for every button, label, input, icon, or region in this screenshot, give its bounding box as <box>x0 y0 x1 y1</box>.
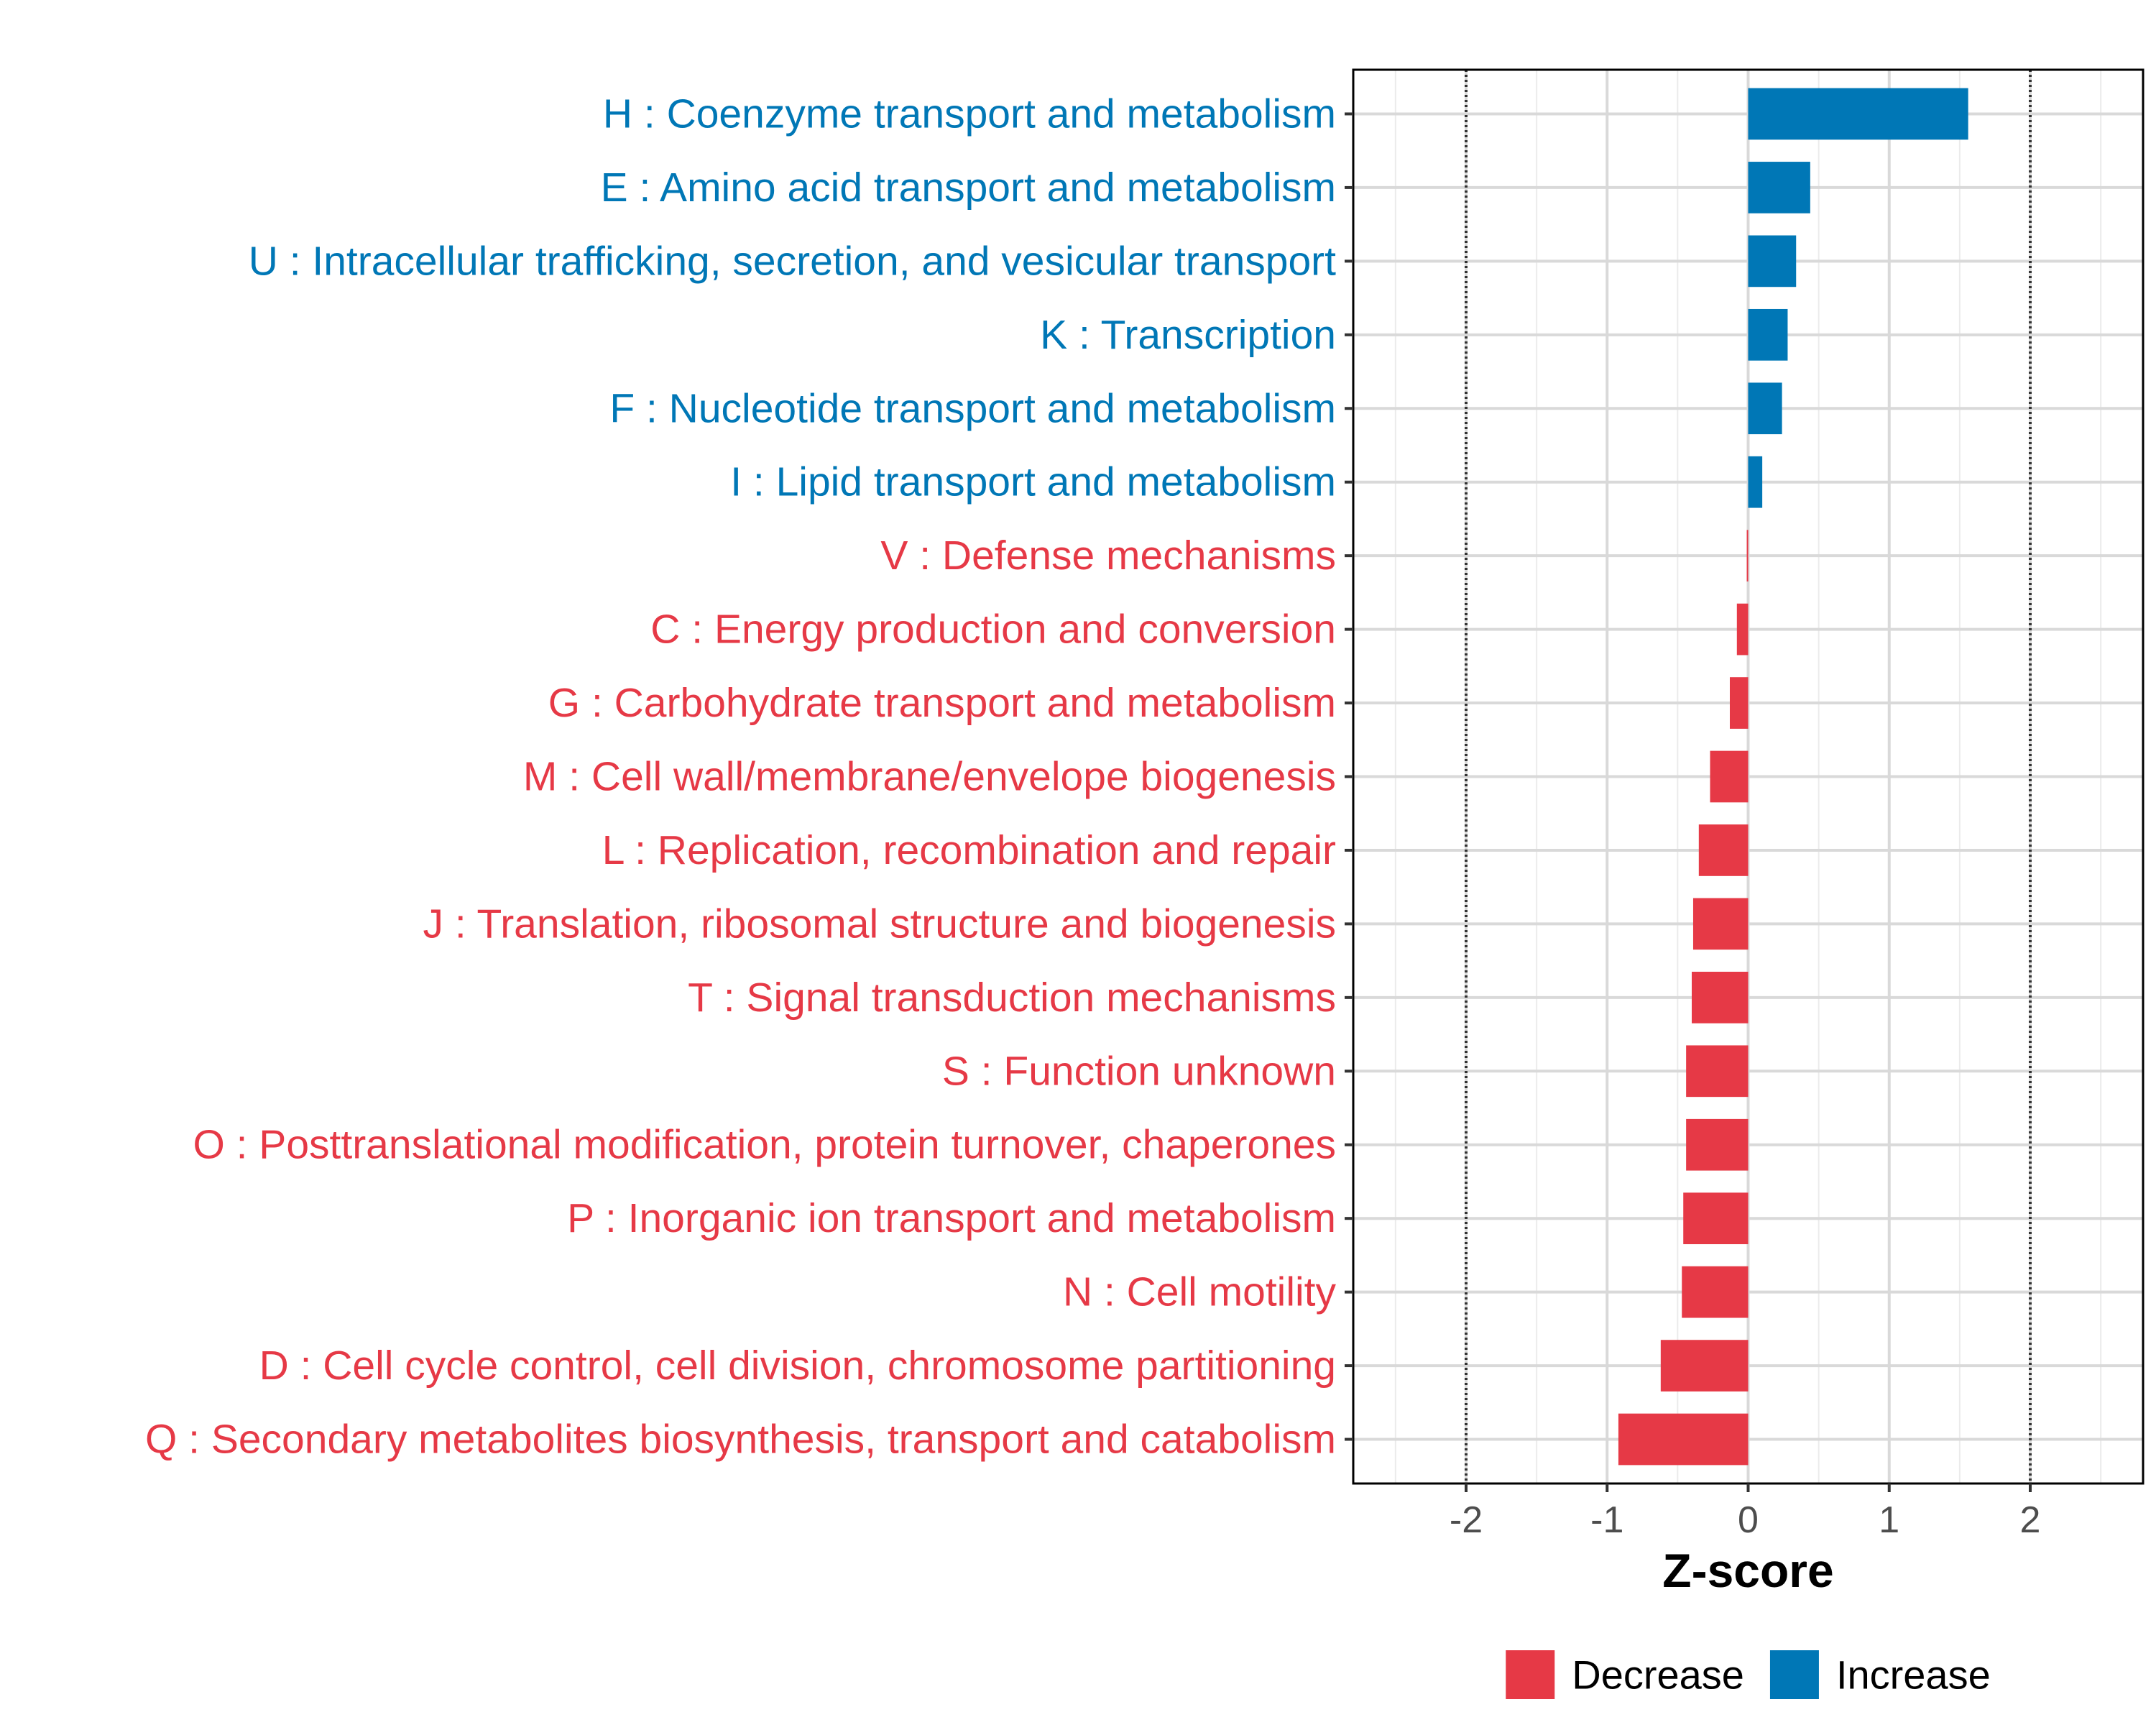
category-label: V : Defense mechanisms <box>880 533 1336 579</box>
category-label: C : Energy production and conversion <box>650 607 1336 653</box>
bar <box>1736 603 1749 656</box>
category-label: E : Amino acid transport and metabolism <box>601 165 1336 211</box>
category-label: L : Replication, recombination and repai… <box>602 827 1336 873</box>
legend: Decrease Increase <box>1506 1650 1991 1699</box>
bar <box>1692 971 1749 1024</box>
category-label: P : Inorganic ion transport and metaboli… <box>567 1195 1336 1241</box>
category-label: G : Carbohydrate transport and metabolis… <box>548 680 1336 726</box>
category-label: F : Nucleotide transport and metabolism <box>609 385 1336 431</box>
legend-swatch-increase <box>1769 1650 1819 1699</box>
category-label: K : Transcription <box>1040 312 1336 358</box>
bar <box>1618 1413 1749 1466</box>
bar <box>1710 750 1749 803</box>
x-tick-label: -1 <box>1590 1499 1623 1541</box>
category-label: N : Cell motility <box>1063 1269 1337 1315</box>
bar <box>1748 308 1788 361</box>
bar <box>1686 1118 1749 1171</box>
bar <box>1698 824 1749 876</box>
bar <box>1746 530 1749 582</box>
category-label: T : Signal transduction mechanisms <box>688 975 1336 1021</box>
category-label: U : Intracellular trafficking, secretion… <box>249 238 1336 284</box>
bar <box>1660 1340 1749 1392</box>
bar <box>1682 1266 1749 1318</box>
bar <box>1683 1192 1749 1245</box>
x-tick-label: -2 <box>1450 1499 1483 1541</box>
reference-lines <box>1465 70 2032 1484</box>
category-label: M : Cell wall/membrane/envelope biogenes… <box>523 754 1336 800</box>
category-labels: H : Coenzyme transport and metabolism E :… <box>145 91 1337 1462</box>
category-label: Q : Secondary metabolites biosynthesis, … <box>145 1417 1336 1463</box>
bar <box>1686 1045 1749 1098</box>
category-label: O : Posttranslational modification, prot… <box>193 1122 1336 1168</box>
x-tick-label: 1 <box>1879 1499 1899 1541</box>
bar <box>1748 235 1797 288</box>
category-label: I : Lipid transport and metabolism <box>730 459 1336 505</box>
x-axis-ticks: -2 -1 0 1 2 <box>1450 1484 2041 1541</box>
bar <box>1748 456 1763 508</box>
x-tick-label: 2 <box>2020 1499 2041 1541</box>
bar <box>1748 88 1968 140</box>
category-label: J : Translation, ribosomal structure and… <box>423 901 1336 947</box>
bar <box>1748 162 1810 213</box>
x-axis-title: Z-score <box>1662 1544 1833 1597</box>
legend-swatch-decrease <box>1506 1650 1555 1699</box>
category-label: H : Coenzyme transport and metabolism <box>603 91 1336 137</box>
legend-label-increase: Increase <box>1836 1652 1991 1698</box>
x-tick-label: 0 <box>1738 1499 1759 1541</box>
bar <box>1748 382 1782 435</box>
category-label: D : Cell cycle control, cell division, c… <box>259 1343 1336 1389</box>
legend-label-decrease: Decrease <box>1572 1652 1744 1698</box>
bars <box>1618 88 1968 1466</box>
y-axis-ticks <box>1345 112 1353 1441</box>
bar <box>1729 677 1749 729</box>
category-label: S : Function unknown <box>942 1048 1336 1094</box>
bar <box>1692 898 1749 950</box>
